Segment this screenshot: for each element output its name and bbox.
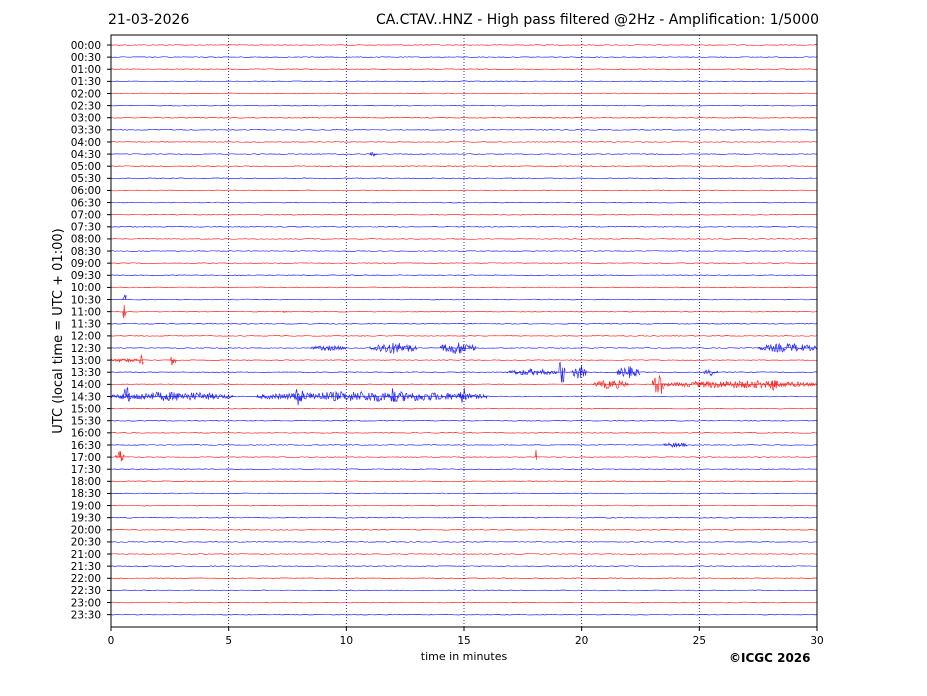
seismic-trace: [111, 504, 817, 507]
y-tick-label: 00:30: [71, 52, 101, 64]
y-tick-label: 05:30: [71, 173, 101, 185]
y-tick-label: 07:30: [71, 222, 101, 234]
y-tick-label: 04:30: [71, 149, 101, 161]
x-tick-label: 25: [693, 635, 706, 647]
seismic-trace: [110, 129, 817, 131]
y-tick-label: 20:00: [71, 525, 101, 537]
y-tick-label: 23:00: [71, 597, 101, 609]
y-tick-label: 19:00: [71, 500, 101, 512]
y-tick-label: 09:30: [71, 270, 101, 282]
y-tick-label: 18:00: [71, 476, 101, 488]
x-axis-label: time in minutes: [421, 650, 508, 663]
seismic-trace: [110, 165, 818, 167]
x-tick-label: 0: [108, 635, 115, 647]
y-tick-label: 13:00: [71, 355, 101, 367]
y-tick-label: 08:30: [71, 246, 101, 258]
y-tick-label: 02:30: [71, 100, 101, 112]
y-tick-label: 20:30: [71, 537, 101, 549]
y-tick-label: 22:00: [71, 573, 101, 585]
y-tick-label: 07:00: [71, 209, 101, 221]
y-tick-label: 17:30: [71, 464, 101, 476]
x-tick-label: 20: [575, 635, 588, 647]
seismic-trace: [110, 361, 817, 383]
x-tick-group: 0 5 10 15 20 25 30: [108, 627, 824, 647]
y-tick-label: 22:30: [71, 585, 101, 597]
y-tick-label: 21:30: [71, 561, 101, 573]
plot-date: 21-03-2026: [108, 12, 190, 28]
seismic-trace: [110, 492, 818, 495]
y-tick-label: 19:30: [71, 512, 101, 524]
seismic-trace: [110, 432, 818, 434]
y-tick-label: 15:30: [71, 416, 101, 428]
plot-title: CA.CTAV..HNZ - High pass filtered @2Hz -…: [376, 12, 819, 28]
y-tick-label: 21:00: [71, 549, 101, 561]
seismic-trace: [110, 226, 818, 228]
seismic-trace: [110, 141, 818, 143]
seismic-trace: [110, 449, 818, 462]
seismic-trace: [110, 419, 817, 422]
seismic-trace: [110, 375, 818, 394]
plot-frame: [110, 34, 818, 628]
seismic-trace: [110, 468, 818, 470]
y-tick-label: 14:00: [71, 379, 101, 391]
y-tick-label: 06:00: [71, 185, 101, 197]
y-tick-label: 04:00: [71, 137, 101, 149]
y-tick-label: 01:00: [71, 64, 101, 76]
y-tick-label: 16:00: [71, 428, 101, 440]
y-tick-label: 13:30: [71, 367, 101, 379]
y-tick-label: 11:30: [71, 319, 101, 331]
y-tick-label: 00:00: [71, 40, 101, 52]
y-tick-label: 17:00: [71, 452, 101, 464]
y-tick-label: 12:00: [71, 331, 101, 343]
y-tick-label: 06:30: [71, 197, 101, 209]
y-tick-label: 11:00: [71, 306, 101, 318]
seismic-trace: [110, 92, 818, 95]
seismic-trace: [110, 177, 818, 180]
seismic-trace: [110, 386, 818, 406]
x-tick-label: 15: [457, 635, 470, 647]
y-tick-label: 15:00: [71, 403, 101, 415]
y-tick-label: 14:30: [71, 391, 101, 403]
seismic-trace: [110, 442, 818, 448]
y-tick-label: 05:00: [71, 161, 101, 173]
y-tick-label: 18:30: [71, 488, 101, 500]
y-tick-label: 12:30: [71, 343, 101, 355]
y-tick-label: 10:30: [71, 294, 101, 306]
seismic-trace: [110, 516, 818, 519]
y-tick-label: 16:30: [71, 440, 101, 452]
seismic-trace: [110, 116, 817, 119]
y-tick-label: 09:00: [71, 258, 101, 270]
x-tick-label: 30: [810, 635, 823, 647]
x-tick-label: 5: [225, 635, 232, 647]
copyright-notice: ©ICGC 2026: [729, 651, 811, 665]
grid-group: [228, 35, 700, 627]
y-tick-label: 03:00: [71, 113, 101, 125]
y-axis-label: UTC (local time = UTC + 01:00): [51, 228, 66, 433]
seismic-trace: [110, 189, 818, 192]
y-tick-label: 08:00: [71, 234, 101, 246]
seismic-trace: [110, 201, 817, 204]
seismic-trace: [110, 213, 818, 216]
seismic-trace: [110, 104, 818, 107]
y-tick-label: 10:00: [71, 282, 101, 294]
y-tick-label: 23:30: [71, 609, 101, 621]
seismic-trace: [111, 151, 818, 157]
y-tick-label: 03:30: [71, 125, 101, 137]
seismic-trace: [110, 407, 818, 410]
seismic-trace: [110, 529, 818, 531]
y-tick-label: 02:00: [71, 88, 101, 100]
seismic-trace: [110, 80, 818, 83]
seismic-trace: [110, 480, 818, 483]
seismic-trace: [110, 342, 818, 354]
y-tick-group: 00:0000:3001:0001:3002:0002:3003:0003:30…: [71, 40, 111, 621]
y-tick-label: 01:30: [71, 76, 101, 88]
seismic-trace: [111, 238, 818, 240]
x-tick-label: 10: [340, 635, 353, 647]
